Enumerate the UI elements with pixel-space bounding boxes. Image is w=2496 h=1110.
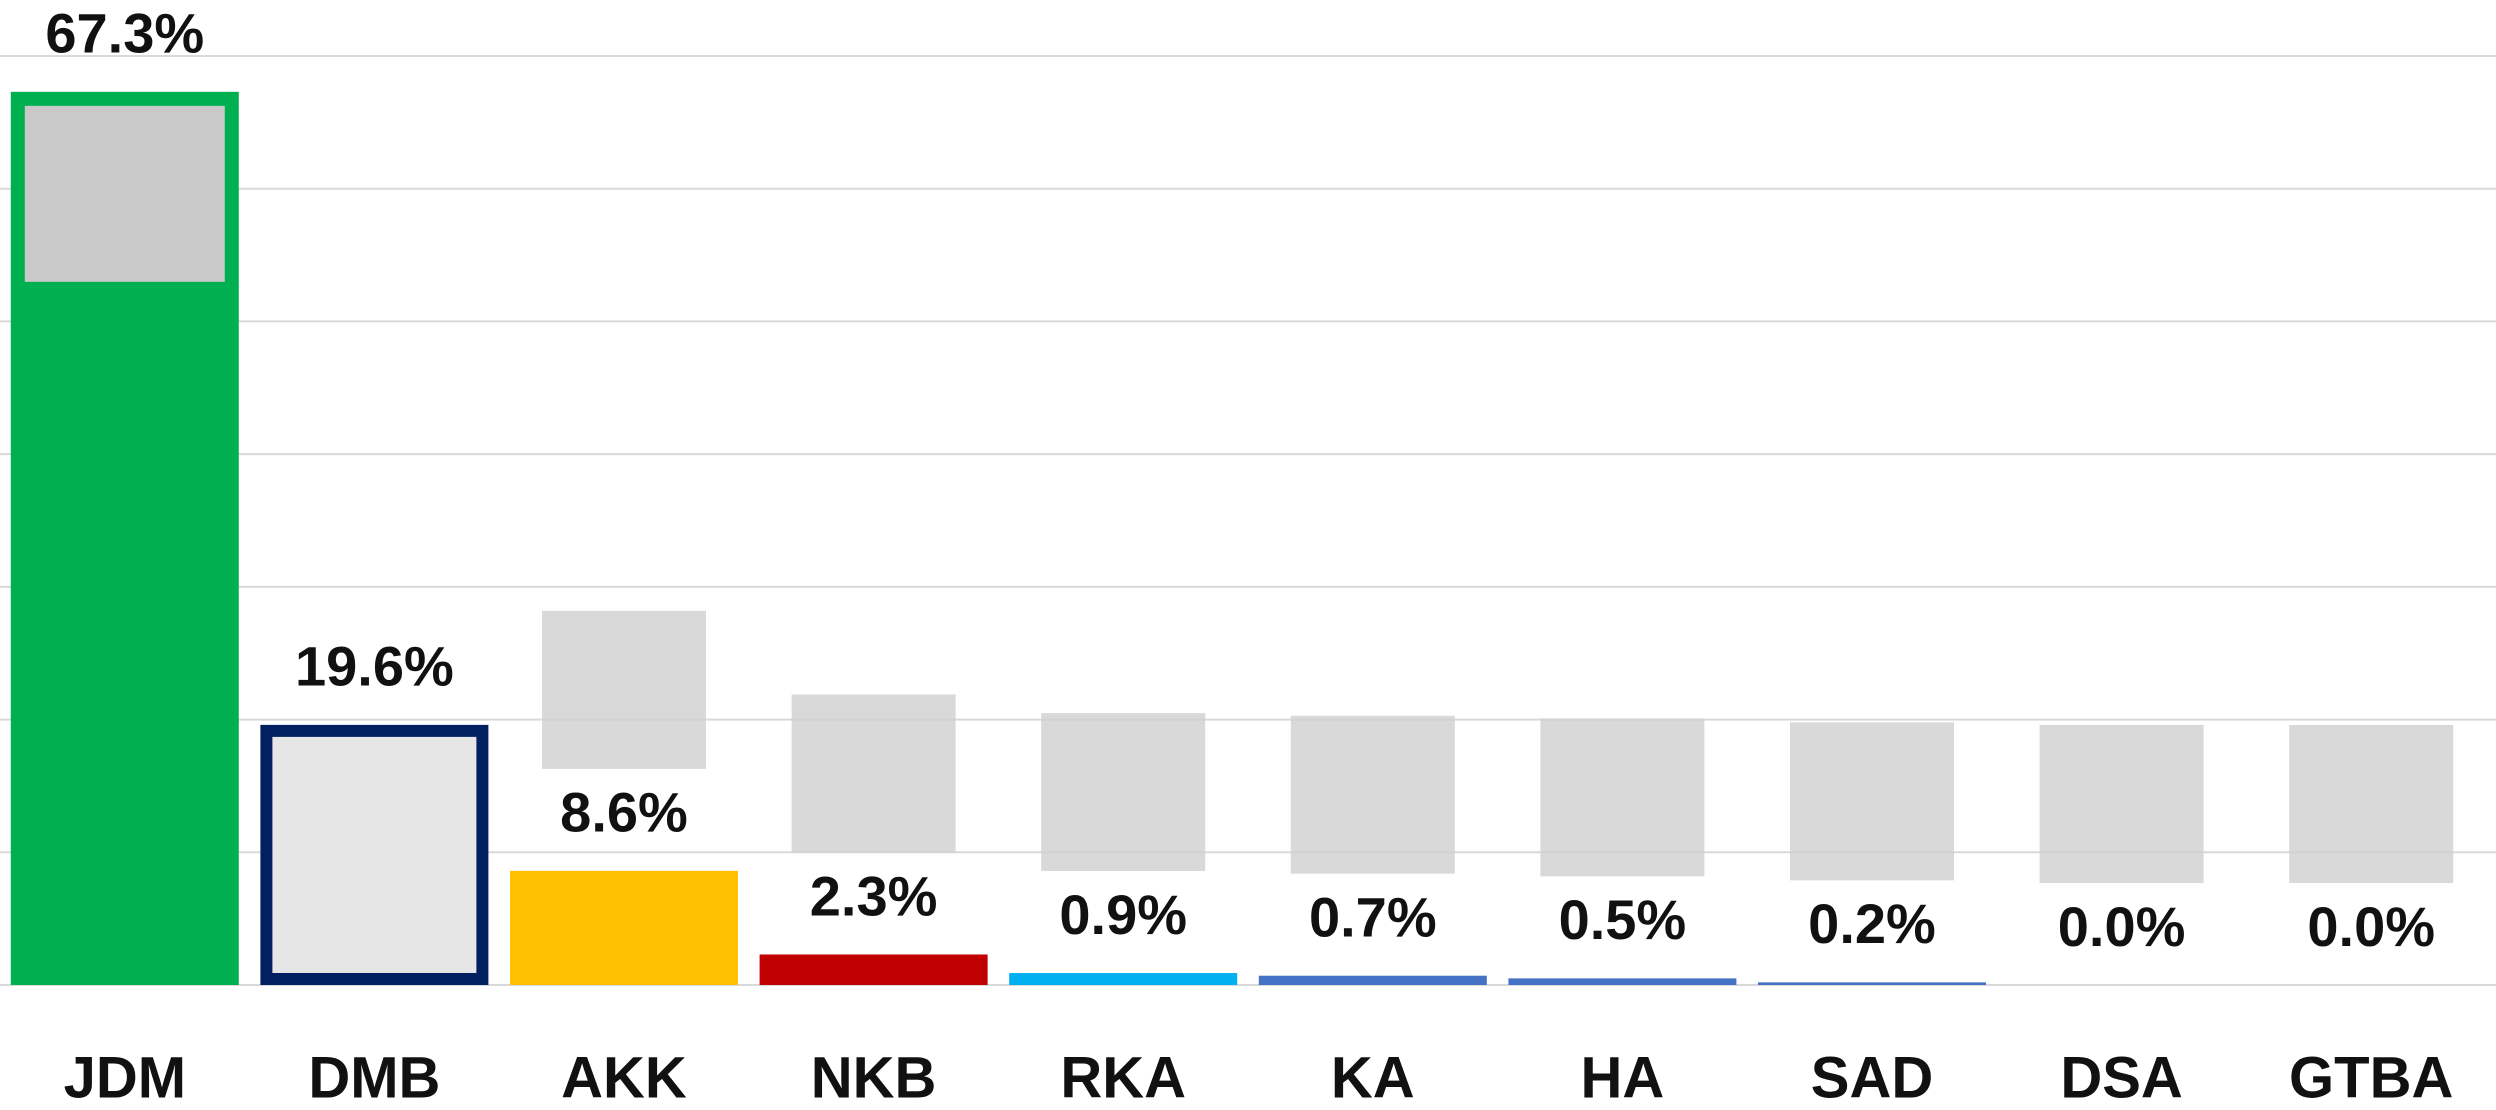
chart: JDM 67.3% DMB 19.6% AKK 8.6% NKB 2.3% RKA 0.9% KA 0…	[0, 0, 2496, 1110]
value-label: 0.0%	[2058, 895, 2186, 958]
value-label: 8.6%	[560, 781, 688, 844]
x-tick-label: DSA	[2060, 1045, 2182, 1110]
x-tick-label: DMB	[308, 1045, 440, 1110]
value-label: 0.2%	[1808, 892, 1936, 955]
candidate-photo	[1041, 713, 1205, 871]
x-tick-label: JDM	[64, 1045, 186, 1110]
candidate-photo	[272, 737, 476, 973]
candidate-photo	[542, 611, 706, 769]
candidate-photo	[792, 694, 956, 852]
x-tick-label: NKB	[811, 1045, 937, 1110]
bar	[760, 954, 988, 985]
bar	[1009, 973, 1237, 985]
bar	[510, 871, 738, 985]
value-label: 0.7%	[1309, 886, 1437, 949]
value-label: 67.3%	[45, 2, 204, 65]
candidate-photo	[2040, 725, 2204, 883]
x-tick-label: AKK	[561, 1045, 687, 1110]
value-label: 0.0%	[2307, 895, 2435, 958]
candidate-photo	[25, 106, 225, 282]
candidate-photo	[1790, 722, 1954, 880]
value-label: 0.9%	[1059, 883, 1187, 946]
candidate-photo	[2289, 725, 2453, 883]
bar	[1259, 976, 1487, 985]
bar	[1758, 982, 1986, 985]
candidate-photo	[1540, 718, 1704, 876]
candidate-photo	[1291, 716, 1455, 874]
page: {"chart_data": {"type": "bar", "categori…	[0, 0, 2496, 1110]
x-tick-label: SAD	[1811, 1045, 1933, 1110]
x-tick-label: RKA	[1060, 1045, 1186, 1110]
x-tick-label: HA	[1581, 1045, 1665, 1110]
value-label: 2.3%	[810, 864, 938, 927]
bar	[1508, 978, 1736, 985]
x-tick-label: KA	[1331, 1045, 1415, 1110]
value-label: 19.6%	[295, 635, 454, 698]
x-tick-label: GTBA	[2289, 1045, 2453, 1110]
value-label: 0.5%	[1559, 888, 1687, 951]
